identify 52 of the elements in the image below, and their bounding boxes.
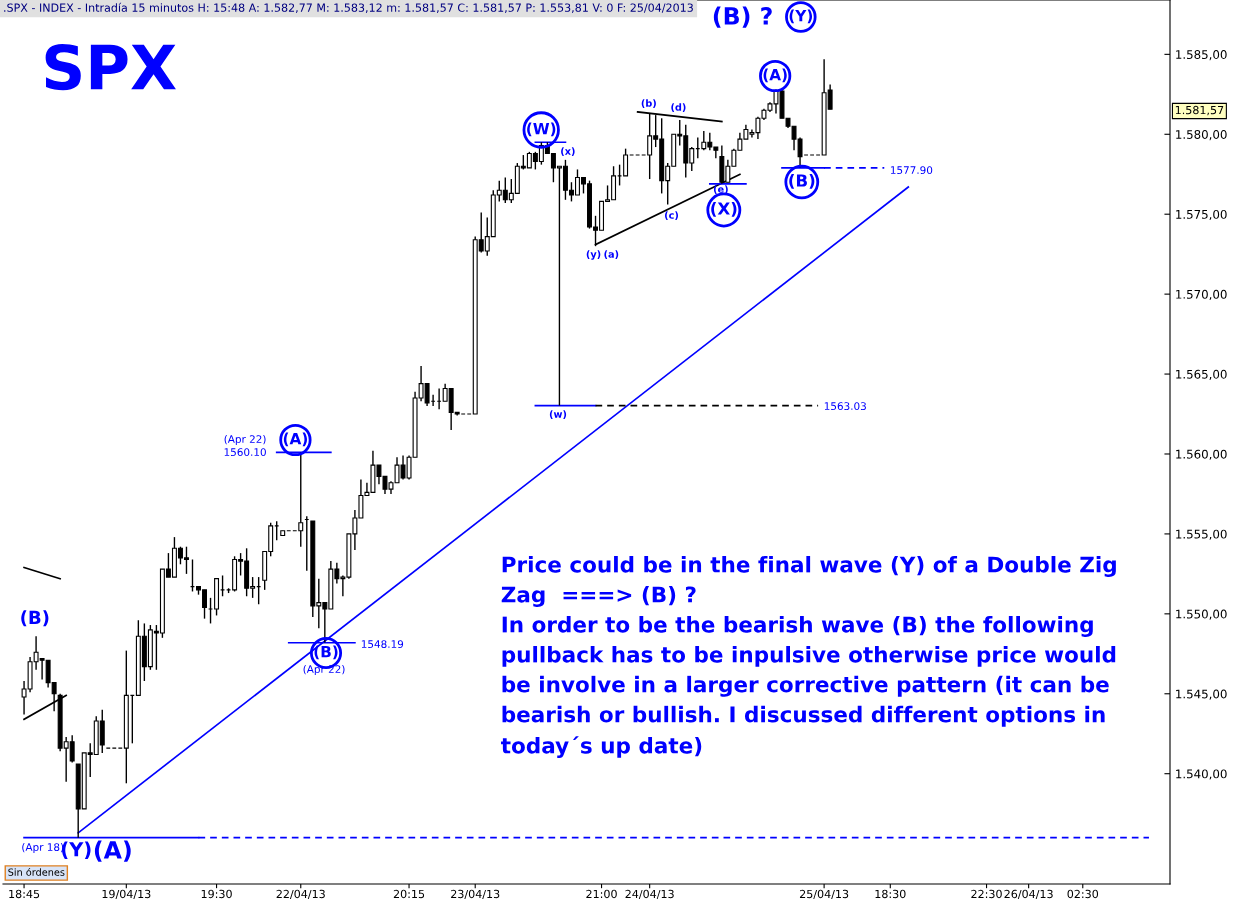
annotation: 1577.90 [890, 166, 933, 175]
x-tick-label: 19/04/13 [102, 889, 151, 900]
y-tick-label: 1.550,00 [1176, 609, 1227, 620]
y-tick-label: 1.570,00 [1176, 289, 1227, 300]
annotation: 1563.03 [824, 402, 866, 411]
annotation: (B) [789, 173, 815, 189]
x-tick-label: 18:45 [9, 889, 40, 899]
y-tick-label: 1.575,00 [1176, 209, 1227, 221]
annotation: (B) [21, 610, 49, 627]
annotation: (B) ? [713, 6, 772, 28]
y-tick-label: 1.565,00 [1176, 369, 1227, 380]
y-tick-label: 1.585,00 [1176, 50, 1227, 61]
x-tick-label: 24/04/13 [625, 889, 674, 900]
annotation: Price could be in the final wave (Y) of a Double Zig Zag ===> (B) ? In order to be the bearish wave (B) the following pullback has to be inpulsive otherwise price would be involve in a larger corrective pattern (it can be bearish or bullish. I discussed different options in today´s up date) [501, 556, 1116, 758]
annotation: (A) [763, 68, 787, 83]
x-tick-label: 22/04/13 [276, 889, 325, 900]
annotation: (a) [604, 250, 619, 259]
text: 1.581,57 [1175, 105, 1224, 116]
x-tick-label: 02:30 [1067, 889, 1099, 899]
x-tick-label: 20:15 [393, 889, 425, 899]
y-tick-label: 1.580,00 [1176, 130, 1227, 141]
x-tick-label: 18:30 [875, 889, 906, 899]
x-tick-label: 26/04/13 [1004, 889, 1053, 900]
annotation: (A) [283, 432, 307, 447]
annotation: (y) [586, 250, 601, 260]
annotation: (A) [94, 840, 131, 862]
x-tick-label: 21:00 [586, 889, 617, 899]
text: SPX [45, 43, 176, 91]
annotation: 1548.19 [361, 640, 404, 649]
annotation: (x) [561, 147, 575, 156]
y-tick-label: 1.555,00 [1176, 529, 1227, 540]
annotation: (Apr 22) [224, 434, 266, 446]
annotation: 1560.10 [224, 448, 266, 457]
annotation: (b) [641, 99, 656, 108]
x-tick-label: 19:30 [201, 889, 232, 899]
x-tick-label: 25/04/13 [799, 889, 849, 900]
annotation: (X) [711, 201, 737, 217]
annotation: (B) [314, 645, 338, 660]
annotation: (c) [665, 211, 678, 220]
y-tick-label: 1.560,00 [1176, 449, 1227, 460]
annotation: (w) [549, 410, 567, 419]
annotation: .SPX - INDEX - Intradía 15 minutos H: 15:48 A: 1.582,77 M: 1.583,12 m: 1.581,57 C: 1.581,57 P: 1.553,81 V: 0 F: 25/04/2013 [4, 2, 693, 13]
annotation: Sin órdenes [8, 867, 65, 876]
annotation: (Y) [62, 841, 91, 859]
x-tick-label: 22:30 [971, 889, 1002, 899]
y-tick-label: 1.545,00 [1176, 689, 1227, 700]
annotation: (W) [527, 122, 556, 137]
annotation: (e) [713, 185, 728, 194]
annotation: (d) [671, 103, 686, 112]
y-tick-label: 1.540,00 [1176, 769, 1227, 780]
x-tick-label: 23/04/13 [451, 889, 500, 900]
annotation: (Y) [789, 9, 813, 24]
